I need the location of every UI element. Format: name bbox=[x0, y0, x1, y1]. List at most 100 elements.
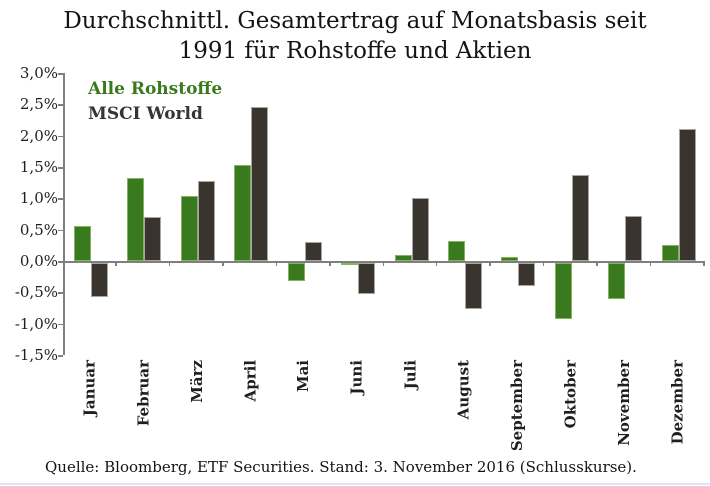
bar-rohstoffe-märz bbox=[180, 196, 198, 261]
y-tick-label: -0,5% bbox=[14, 283, 58, 302]
x-label-januar: Januar bbox=[63, 358, 116, 458]
x-label-text: Mai bbox=[294, 360, 313, 393]
bar-msci-april bbox=[251, 107, 269, 261]
legend-item-msci-world: MSCI World bbox=[88, 104, 203, 124]
x-label-mai: Mai bbox=[277, 358, 330, 458]
bar-rohstoffe-mai bbox=[287, 262, 305, 281]
bar-msci-november bbox=[625, 215, 643, 261]
bar-rohstoffe-september bbox=[501, 257, 519, 261]
bar-rohstoffe-januar bbox=[74, 225, 91, 261]
y-axis-tick bbox=[58, 292, 63, 294]
x-label-text: Januar bbox=[80, 360, 99, 417]
x-label-juni: Juni bbox=[330, 358, 383, 458]
x-label-text: Juni bbox=[347, 360, 366, 395]
x-label-text: April bbox=[240, 360, 259, 402]
bar-msci-märz bbox=[197, 180, 215, 261]
bar-rohstoffe-august bbox=[447, 240, 465, 261]
y-axis-tick-labels: 3,0% 2,5% 2,0% 1,5% 1,0% 0,5% 0,0% -0,5% -1,0% -1… bbox=[0, 0, 58, 486]
x-label-märz: März bbox=[170, 358, 223, 458]
bar-msci-juni bbox=[358, 262, 376, 294]
x-label-september: September bbox=[490, 358, 543, 458]
x-label-text: Februar bbox=[134, 360, 153, 427]
bar-rohstoffe-april bbox=[234, 165, 252, 261]
bar-rohstoffe-februar bbox=[127, 177, 145, 261]
y-tick-label: -1,5% bbox=[14, 346, 58, 364]
x-axis-tick bbox=[596, 261, 598, 266]
x-axis-tick bbox=[382, 261, 384, 266]
bar-msci-februar bbox=[144, 216, 162, 261]
x-axis-tick bbox=[649, 261, 652, 266]
month-group-mai bbox=[277, 73, 330, 355]
x-label-februar: Februar bbox=[116, 358, 169, 458]
month-group-juli bbox=[384, 73, 437, 355]
y-tick-label: 3,0% bbox=[19, 64, 58, 82]
x-label-text: August bbox=[454, 360, 473, 420]
x-axis-tick bbox=[222, 261, 224, 266]
chart-title-line2: 1991 für Rohstoffe und Aktien bbox=[178, 38, 532, 64]
x-axis-tick bbox=[115, 261, 117, 266]
x-axis-tick bbox=[329, 261, 331, 266]
y-axis-tick bbox=[58, 135, 63, 138]
bar-msci-august bbox=[464, 262, 482, 309]
month-group-november bbox=[597, 73, 650, 355]
y-axis-tick bbox=[58, 167, 63, 169]
y-tick-label: 0,5% bbox=[19, 220, 58, 239]
x-axis-tick bbox=[275, 261, 278, 266]
y-tick-label: -1,0% bbox=[14, 314, 58, 333]
chart-title-line1: Durchschnittl. Gesamtertrag auf Monatsba… bbox=[63, 8, 647, 34]
x-label-dezember: Dezember bbox=[651, 358, 704, 458]
x-axis-tick bbox=[435, 261, 438, 266]
month-group-september bbox=[490, 73, 543, 355]
y-tick-label: 2,5% bbox=[19, 95, 58, 114]
x-label-april: April bbox=[223, 358, 276, 458]
month-group-august bbox=[437, 73, 490, 355]
chart-title: Durchschnittl. Gesamtertrag auf Monatsba… bbox=[0, 6, 710, 66]
y-tick-label: 2,0% bbox=[19, 126, 58, 145]
month-group-januar bbox=[63, 73, 116, 355]
x-axis-tick bbox=[703, 261, 705, 266]
legend: Alle Rohstoffe MSCI World bbox=[88, 77, 222, 127]
x-label-juli: Juli bbox=[384, 358, 437, 458]
month-group-februar bbox=[116, 73, 169, 355]
source-note: Quelle: Bloomberg, ETF Securities. Stand… bbox=[45, 458, 637, 476]
bar-rohstoffe-oktober bbox=[554, 262, 572, 319]
month-group-juni bbox=[330, 73, 383, 355]
month-group-oktober bbox=[544, 73, 597, 355]
x-axis-labels: Januar Februar März April Mai Juni Juli August S… bbox=[63, 358, 704, 458]
bar-msci-januar bbox=[91, 262, 108, 297]
bar-msci-september bbox=[518, 262, 536, 286]
y-tick-label: 1,5% bbox=[19, 158, 58, 176]
x-label-text: März bbox=[187, 360, 206, 403]
x-axis-tick bbox=[542, 261, 545, 266]
x-label-august: August bbox=[437, 358, 490, 458]
y-axis-tick bbox=[58, 198, 63, 200]
legend-item-alle-rohstoffe: Alle Rohstoffe bbox=[88, 79, 223, 99]
month-group-april bbox=[223, 73, 276, 355]
y-axis-tick bbox=[58, 355, 63, 357]
x-axis-tick bbox=[489, 261, 491, 266]
month-group-märz bbox=[170, 73, 223, 355]
y-tick-label: 1,0% bbox=[19, 189, 58, 208]
bar-msci-juli bbox=[411, 198, 429, 261]
plot-area: Alle Rohstoffe MSCI World bbox=[58, 73, 705, 357]
bar-rohstoffe-november bbox=[608, 262, 626, 299]
bar-msci-dezember bbox=[678, 129, 696, 261]
y-tick-label: 0,0% bbox=[19, 252, 58, 270]
bar-rohstoffe-juni bbox=[341, 262, 359, 265]
y-axis-tick bbox=[58, 323, 63, 326]
bottom-divider bbox=[0, 483, 710, 485]
y-axis-tick bbox=[58, 229, 63, 232]
x-label-text: Juli bbox=[401, 360, 420, 390]
x-label-text: November bbox=[614, 360, 633, 446]
bar-msci-oktober bbox=[571, 175, 589, 261]
bar-rohstoffe-dezember bbox=[661, 244, 679, 261]
bar-msci-mai bbox=[304, 241, 322, 261]
x-axis-tick bbox=[168, 261, 171, 266]
y-axis-tick bbox=[58, 104, 63, 106]
x-label-text: Dezember bbox=[668, 360, 687, 445]
x-label-text: Oktober bbox=[561, 360, 580, 429]
x-label-oktober: Oktober bbox=[544, 358, 597, 458]
x-label-text: September bbox=[508, 360, 527, 452]
month-group-dezember bbox=[651, 73, 704, 355]
